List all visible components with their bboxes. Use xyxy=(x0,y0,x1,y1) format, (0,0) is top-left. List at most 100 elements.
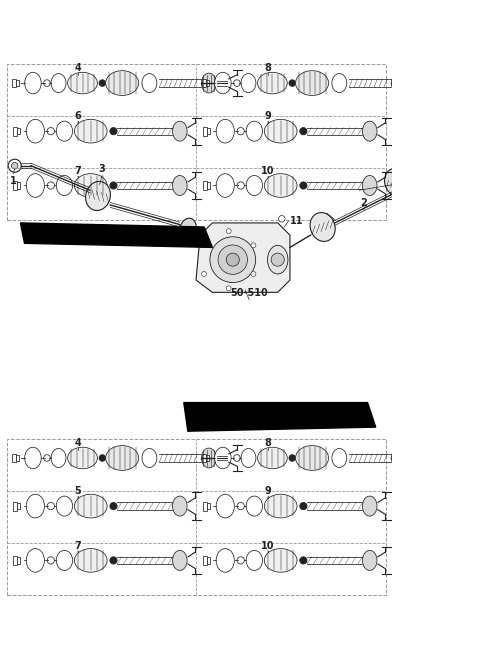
Ellipse shape xyxy=(258,447,287,469)
Bar xyxy=(203,181,207,190)
Ellipse shape xyxy=(56,496,72,516)
Circle shape xyxy=(44,80,50,86)
Bar xyxy=(202,454,206,462)
Circle shape xyxy=(12,163,18,169)
Ellipse shape xyxy=(74,548,107,572)
Circle shape xyxy=(300,557,307,564)
Ellipse shape xyxy=(332,74,347,92)
Text: 4: 4 xyxy=(75,438,82,448)
Circle shape xyxy=(300,502,307,509)
Circle shape xyxy=(99,80,106,86)
Circle shape xyxy=(110,128,117,135)
Ellipse shape xyxy=(216,119,234,143)
Bar xyxy=(207,558,210,563)
Ellipse shape xyxy=(264,494,297,518)
Ellipse shape xyxy=(85,181,110,210)
Circle shape xyxy=(226,286,231,291)
Bar xyxy=(12,454,16,462)
Ellipse shape xyxy=(68,447,97,469)
Ellipse shape xyxy=(384,168,408,196)
Bar xyxy=(17,183,20,188)
Bar xyxy=(12,79,16,87)
Ellipse shape xyxy=(264,174,297,197)
Ellipse shape xyxy=(172,121,187,141)
Ellipse shape xyxy=(332,449,347,467)
Circle shape xyxy=(210,237,256,283)
Polygon shape xyxy=(21,223,212,247)
Circle shape xyxy=(237,557,244,564)
Text: 7: 7 xyxy=(75,540,82,551)
Bar xyxy=(16,455,19,461)
Ellipse shape xyxy=(106,445,139,471)
Circle shape xyxy=(237,128,244,135)
Ellipse shape xyxy=(74,494,107,518)
Ellipse shape xyxy=(362,121,377,141)
Ellipse shape xyxy=(246,550,263,571)
Text: 4: 4 xyxy=(75,63,82,73)
Ellipse shape xyxy=(264,119,297,143)
Text: 50-510: 50-510 xyxy=(230,288,268,298)
Ellipse shape xyxy=(51,74,66,92)
Circle shape xyxy=(110,557,117,564)
Circle shape xyxy=(218,245,248,274)
Circle shape xyxy=(271,253,284,266)
Bar xyxy=(207,503,210,509)
Bar xyxy=(206,455,209,461)
Ellipse shape xyxy=(172,550,187,571)
Ellipse shape xyxy=(246,175,263,196)
Circle shape xyxy=(47,557,54,564)
Ellipse shape xyxy=(296,445,329,471)
Bar xyxy=(16,80,19,86)
Circle shape xyxy=(237,182,244,189)
Ellipse shape xyxy=(180,218,196,241)
Circle shape xyxy=(470,146,477,153)
Ellipse shape xyxy=(246,496,263,516)
Circle shape xyxy=(300,182,307,189)
Bar xyxy=(17,503,20,509)
Circle shape xyxy=(202,272,206,276)
Ellipse shape xyxy=(241,449,256,467)
Text: 8: 8 xyxy=(264,63,271,73)
Ellipse shape xyxy=(362,175,377,196)
Circle shape xyxy=(44,455,50,461)
Ellipse shape xyxy=(362,550,377,571)
Circle shape xyxy=(226,229,231,233)
Bar xyxy=(203,501,207,511)
Text: 10: 10 xyxy=(261,165,275,176)
Circle shape xyxy=(226,253,240,266)
Ellipse shape xyxy=(172,496,187,516)
Circle shape xyxy=(251,272,256,276)
Text: 2: 2 xyxy=(360,198,367,208)
Bar xyxy=(203,556,207,565)
Ellipse shape xyxy=(246,121,263,141)
Text: 3: 3 xyxy=(99,164,106,174)
Text: 1: 1 xyxy=(10,175,16,186)
Ellipse shape xyxy=(106,71,139,96)
Circle shape xyxy=(237,502,244,509)
Ellipse shape xyxy=(24,72,41,94)
Ellipse shape xyxy=(74,119,107,143)
Bar xyxy=(206,80,209,86)
Bar xyxy=(12,127,17,136)
Ellipse shape xyxy=(26,174,45,197)
Bar xyxy=(207,128,210,134)
Circle shape xyxy=(110,182,117,189)
Bar xyxy=(207,183,210,188)
Circle shape xyxy=(289,455,296,461)
Circle shape xyxy=(99,455,106,461)
Circle shape xyxy=(251,243,256,248)
Ellipse shape xyxy=(56,121,72,141)
Ellipse shape xyxy=(142,449,157,467)
Ellipse shape xyxy=(216,494,234,518)
Ellipse shape xyxy=(264,548,297,572)
Ellipse shape xyxy=(241,74,256,92)
Bar xyxy=(202,79,206,87)
Bar xyxy=(7,65,386,219)
Circle shape xyxy=(234,455,240,461)
Bar xyxy=(12,556,17,565)
Circle shape xyxy=(278,215,285,222)
Text: 10: 10 xyxy=(261,540,275,551)
Ellipse shape xyxy=(26,119,45,143)
Circle shape xyxy=(47,502,54,509)
Ellipse shape xyxy=(362,496,377,516)
